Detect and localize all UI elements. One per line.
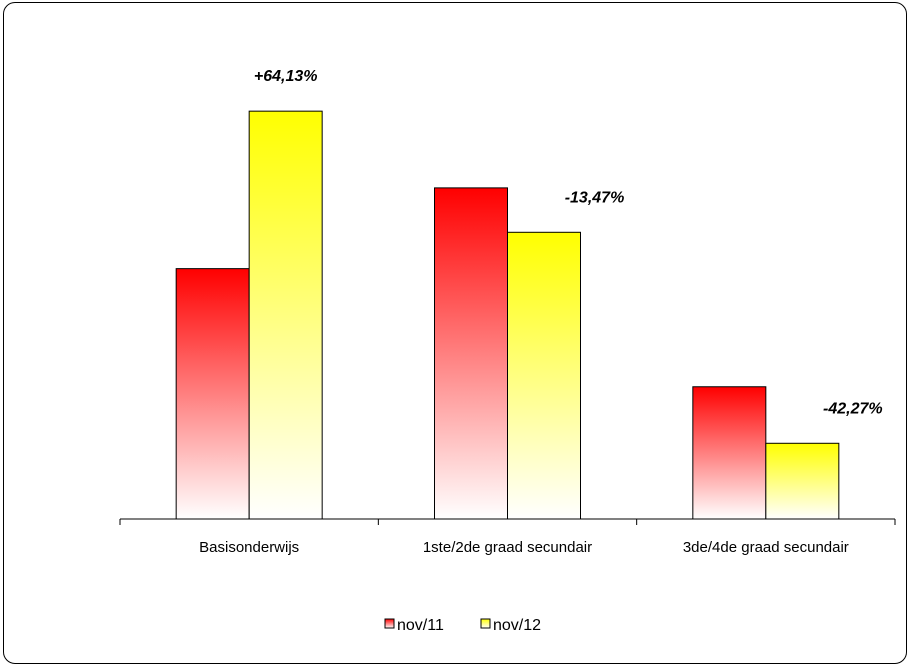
data-labels: +64,13% -13,47% -42,27% — [254, 68, 883, 417]
bar-nov-11-2 — [692, 386, 767, 520]
legend-swatch — [480, 618, 491, 629]
bar-nov-11-0 — [175, 268, 250, 520]
x-tick-label: 1ste/2de graad secundair — [423, 539, 592, 556]
tick-labels: Basisonderwijs 1ste/2de graad secundair 3d… — [199, 539, 849, 556]
x-tick-label: Basisonderwijs — [199, 539, 299, 556]
legend-label: nov/12 — [493, 617, 541, 634]
bar-nov-12-2 — [765, 442, 840, 520]
bar-nov-12-1 — [507, 231, 581, 520]
x-tick-label: 3de/4de graad secundair — [683, 539, 849, 556]
legend-swatch — [384, 618, 395, 629]
x-ticks — [119, 519, 896, 525]
legend-label: nov/11 — [397, 617, 444, 634]
data-label: -13,47% — [565, 189, 625, 206]
data-label: -42,27% — [823, 400, 883, 417]
bars-layer — [175, 110, 840, 520]
legend: nov/11 nov/12 — [384, 617, 541, 634]
bar-nov-12-0 — [248, 110, 323, 520]
data-label: +64,13% — [254, 68, 318, 85]
bar-nov-11-1 — [434, 187, 508, 520]
